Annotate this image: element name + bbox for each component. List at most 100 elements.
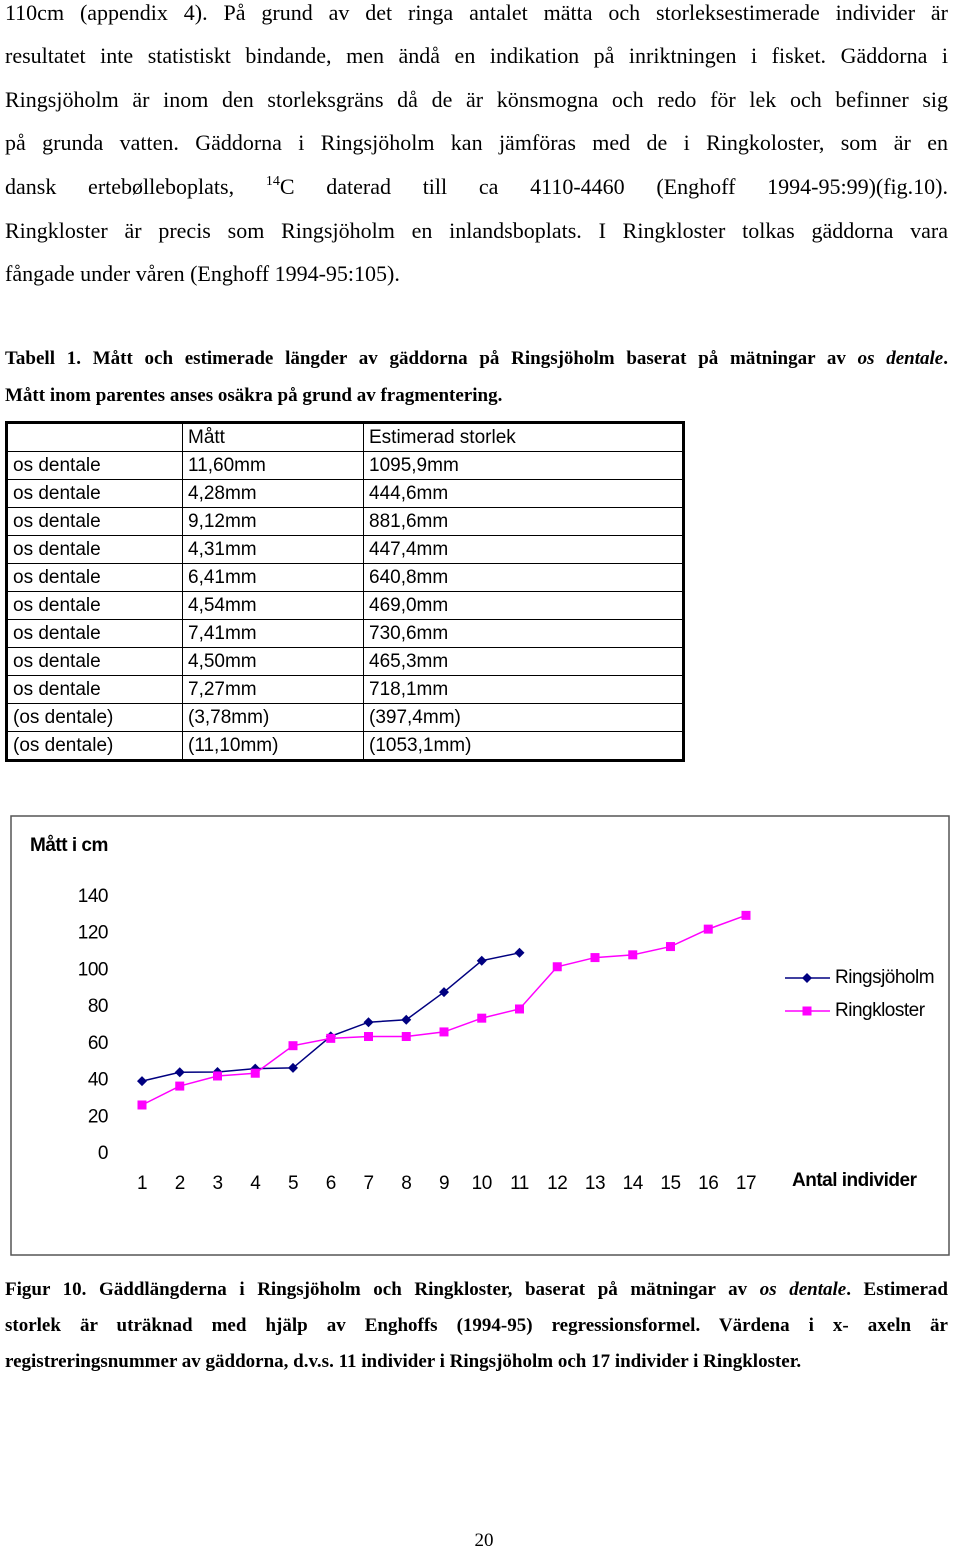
marker (401, 1032, 411, 1042)
table-row: (os dentale) (11,10mm) (1053,1mm) (6, 731, 684, 761)
x-tick-label: 17 (736, 1173, 756, 1194)
text: resultatet inte statistiskt bindande, me… (5, 43, 948, 68)
table-cell: 447,4mm (363, 535, 684, 564)
text-line: Figur 10. Gäddlängderna i Ringsjöholm oc… (5, 1279, 948, 1301)
table-cell: os dentale (6, 647, 183, 676)
marker (741, 910, 751, 920)
table-cell: 9,12mm (182, 507, 364, 536)
table-cell: os dentale (6, 619, 183, 648)
table-cell: 730,6mm (363, 619, 684, 648)
text-line: 110cm (appendix 4). På grund av det ring… (5, 0, 948, 26)
italic-text: os dentale (857, 348, 944, 369)
table: Mått Estimerad storlek os dentale 11,60mm 10… (5, 421, 685, 762)
text-line: på grunda vatten. Gäddorna i Ringsjöholm… (5, 130, 948, 156)
text-line: registreringsnummer av gäddorna, d.v.s. … (5, 1351, 948, 1373)
chart: Mått i cm Antal individer 0 20 40 60 80 100 120 1… (10, 815, 950, 1256)
x-tick-label: 14 (623, 1173, 644, 1194)
table-header-cell: Mått (182, 422, 364, 452)
table-cell: os dentale (6, 507, 183, 536)
table-row: os dentale 9,12mm 881,6mm (6, 507, 684, 536)
table-cell: os dentale (6, 591, 183, 620)
table-row: os dentale 11,60mm 1095,9mm (6, 451, 684, 480)
marker (175, 1081, 185, 1091)
marker (476, 955, 487, 966)
table-cell: 4,54mm (182, 591, 364, 620)
x-tick-label: 8 (401, 1173, 411, 1194)
table-row: os dentale 7,41mm 730,6mm (6, 619, 684, 648)
text: storlek är uträknad med hjälp av Enghoff… (5, 1315, 948, 1336)
x-tick-label: 3 (212, 1173, 222, 1194)
table-cell: os dentale (6, 675, 183, 704)
table-cell: (3,78mm) (182, 703, 364, 732)
text: registreringsnummer av gäddorna, d.v.s. … (5, 1351, 802, 1372)
text-line: Mått inom parentes anses osäkra på grund… (5, 385, 948, 407)
marker (439, 1027, 449, 1037)
marker (364, 1032, 373, 1042)
marker (802, 973, 812, 983)
text: . Estimerad (846, 1279, 948, 1300)
table-cell: 881,6mm (363, 507, 684, 536)
x-axis-title: Antal individer (792, 1170, 918, 1191)
marker (288, 1041, 298, 1051)
table-cell: 7,27mm (182, 675, 364, 704)
y-tick-label: 140 (78, 886, 108, 907)
marker (666, 942, 675, 952)
table-cell: 1095,9mm (363, 451, 684, 480)
text: Mått inom parentes anses osäkra på grund… (5, 385, 503, 406)
x-tick-label: 5 (288, 1173, 298, 1194)
table-cell: os dentale (6, 535, 183, 564)
table-cell: 469,0mm (363, 591, 684, 620)
marker (213, 1071, 222, 1081)
text: fångade under våren (Enghoff 1994-95:105… (5, 261, 400, 286)
y-tick-label: 120 (78, 923, 108, 944)
table-row: os dentale 4,50mm 465,3mm (6, 647, 684, 676)
marker (514, 947, 525, 958)
x-tick-label: 9 (439, 1173, 449, 1194)
marker (137, 1076, 147, 1087)
text-line: Ringkloster är precis som Ringsjöholm en… (5, 218, 948, 244)
text-line: resultatet inte statistiskt bindande, me… (5, 43, 948, 69)
marker (363, 1017, 374, 1028)
table-cell: 4,31mm (182, 535, 364, 564)
table-cell: (1053,1mm) (363, 731, 684, 761)
y-axis-title: Mått i cm (30, 835, 108, 856)
text: . (943, 348, 948, 369)
table-cell: 4,28mm (182, 479, 364, 508)
legend-label: Ringsjöholm (835, 967, 934, 988)
marker (515, 1004, 524, 1014)
superscript: 14 (265, 174, 280, 189)
marker (174, 1067, 185, 1078)
series-line (141, 914, 747, 1106)
marker (590, 953, 600, 963)
table-row: os dentale 4,28mm 444,6mm (6, 479, 684, 508)
table-header-cell (6, 422, 183, 452)
table-cell: os dentale (6, 479, 183, 508)
table-cell: 718,1mm (363, 675, 684, 704)
marker (477, 1013, 487, 1023)
x-tick-label: 15 (660, 1173, 680, 1194)
text: Tabell 1. Mått och estimerade längder av… (5, 348, 858, 369)
page-number: 20 (474, 1530, 494, 1551)
chart-frame (10, 815, 950, 1256)
table-header-cell: Estimerad storlek (363, 422, 684, 452)
text: C daterad till ca 4110-4460 (Enghoff 199… (279, 174, 948, 199)
table-cell: 4,50mm (182, 647, 364, 676)
text: 110cm (appendix 4). På grund av det ring… (5, 0, 948, 25)
text-line: fångade under våren (Enghoff 1994-95:105… (5, 261, 948, 287)
text: på grunda vatten. Gäddorna i Ringsjöholm… (5, 130, 948, 155)
table-header-row: Mått Estimerad storlek (6, 422, 684, 452)
x-tick-label: 6 (326, 1173, 336, 1194)
marker (326, 1033, 336, 1043)
table-cell: 11,60mm (182, 451, 364, 480)
x-tick-label: 13 (585, 1173, 605, 1194)
table-cell: os dentale (6, 563, 183, 592)
table-cell: (os dentale) (6, 703, 183, 732)
text: Figur 10. Gäddlängderna i Ringsjöholm oc… (5, 1279, 760, 1300)
table-row: (os dentale) (3,78mm) (397,4mm) (6, 703, 684, 732)
y-tick-label: 0 (98, 1143, 108, 1164)
text: Ringsjöholm är inom den storleksgräns då… (5, 87, 948, 112)
table-cell: (397,4mm) (363, 703, 684, 732)
x-tick-label: 11 (510, 1173, 529, 1194)
table-row: os dentale 4,54mm 469,0mm (6, 591, 684, 620)
